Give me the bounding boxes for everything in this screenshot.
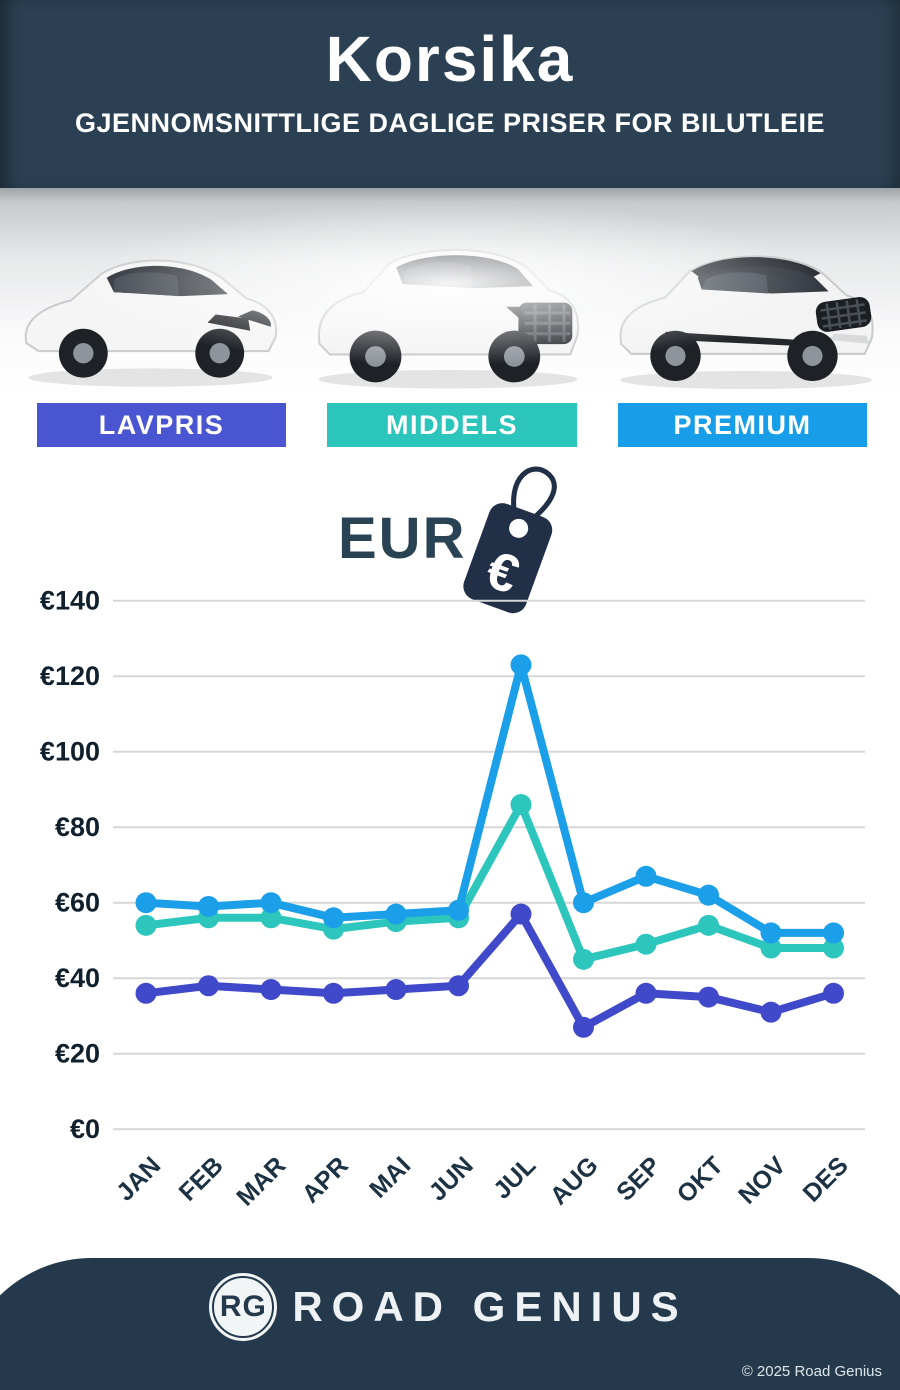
x-axis-label: JUN [424, 1151, 479, 1206]
y-axis-label: €120 [40, 661, 100, 691]
x-axis-label: DES [798, 1151, 854, 1207]
series-line-premium [142, 660, 838, 937]
data-point [198, 895, 219, 917]
data-point [323, 982, 344, 1004]
price-chart: €140 €120 €100 €80 €60 €40 €20 €0 JAN FEB MAR APR MA… [0, 585, 900, 1245]
category-band-lavpris: LAVPRIS [37, 403, 286, 447]
data-point [823, 982, 844, 1004]
category-label-lavpris: LAVPRIS [98, 409, 225, 440]
header: Korsika GJENNOMSNITTLIGE DAGLIGE PRISER … [0, 0, 900, 188]
data-point [448, 975, 469, 997]
category-band-premium: PREMIUM [618, 403, 867, 447]
price-tag-icon: € [463, 466, 557, 614]
footer: RG ROAD GENIUS © 2025 Road Genius [0, 1258, 900, 1390]
data-point [323, 907, 344, 929]
y-axis-label: €100 [40, 737, 100, 767]
x-axis-label: OKT [672, 1151, 729, 1208]
data-point [135, 982, 157, 1004]
data-point [635, 982, 657, 1004]
data-point [510, 654, 532, 676]
data-point [573, 892, 594, 914]
page-title: Korsika [325, 23, 575, 95]
x-axis-label: MAI [364, 1151, 416, 1203]
car-middle-image [317, 249, 580, 389]
data-point [448, 899, 469, 921]
data-point [760, 937, 782, 959]
data-point [510, 794, 532, 816]
data-point [698, 914, 719, 936]
data-point [260, 979, 282, 1001]
currency-label: EUR [338, 506, 467, 571]
x-axis-label: SEP [611, 1151, 666, 1206]
x-axis-label: JUL [488, 1151, 541, 1204]
data-point [823, 937, 844, 959]
category-label-premium: PREMIUM [673, 409, 812, 440]
car-economy-image [24, 259, 278, 387]
data-point [635, 933, 657, 955]
x-axis-label: JAN [111, 1151, 166, 1206]
data-point [635, 865, 657, 887]
y-axis-label: €60 [55, 888, 100, 918]
data-point [698, 884, 719, 906]
data-point [260, 892, 282, 914]
data-point [385, 979, 407, 1001]
x-axis-label: MAR [231, 1151, 291, 1211]
data-point [760, 1001, 782, 1023]
x-axis-label: NOV [733, 1151, 791, 1209]
data-point [135, 914, 157, 936]
brand-logo: RG [209, 1273, 278, 1341]
y-axis-label: €20 [55, 1039, 100, 1069]
data-point [260, 907, 282, 929]
data-point [198, 975, 219, 997]
data-point [823, 922, 844, 944]
y-axis-label: €80 [55, 812, 100, 842]
category-label-middels: MIDDELS [386, 409, 518, 440]
data-point [698, 986, 719, 1008]
y-axis-label: €140 [40, 586, 100, 616]
price-chart-svg: €140 €120 €100 €80 €60 €40 €20 €0 JAN FEB MAR APR MA… [40, 586, 865, 1212]
data-point [573, 1016, 594, 1038]
y-axis-label: €40 [55, 963, 100, 993]
brand-name: ROAD GENIUS [292, 1283, 688, 1330]
car-premium-image [619, 255, 874, 389]
x-axis-label: AUG [545, 1151, 604, 1210]
page-subtitle: GJENNOMSNITTLIGE DAGLIGE PRISER FOR BILU… [74, 108, 826, 138]
x-axis-label: FEB [174, 1151, 229, 1206]
data-point [760, 922, 782, 944]
data-point [385, 903, 407, 925]
data-point [573, 948, 594, 970]
copyright-text: © 2025 Road Genius [741, 1363, 882, 1380]
brand-logo-initials: RG [219, 1290, 267, 1323]
data-point [510, 903, 532, 925]
y-axis-label: €0 [70, 1114, 100, 1144]
cars-section [0, 188, 900, 400]
category-band-middels: MIDDELS [327, 403, 577, 447]
data-point [135, 892, 157, 914]
x-axis-label: APR [297, 1151, 354, 1208]
